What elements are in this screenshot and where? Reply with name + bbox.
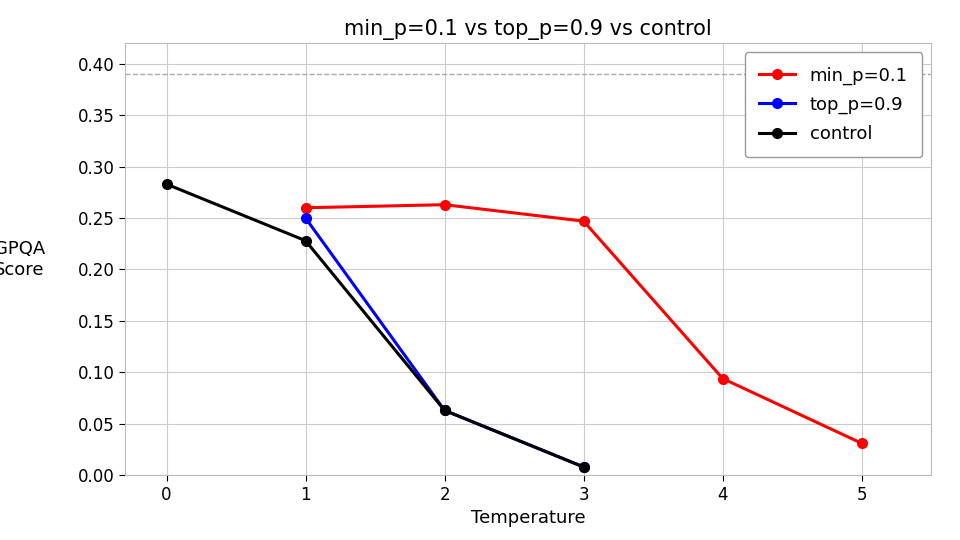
control [439, 407, 450, 414]
min_p=0.1 [300, 205, 311, 211]
min_p=0.1 [856, 440, 868, 447]
Y-axis label: GPQA
Score: GPQA Score [0, 240, 45, 279]
min_p=0.1 [439, 201, 450, 208]
min_p=0.1 [578, 218, 589, 225]
control [160, 181, 172, 187]
min_p=0.1 [717, 375, 729, 382]
control [578, 464, 589, 470]
Line: top_p=0.9: top_p=0.9 [300, 213, 588, 472]
Legend: min_p=0.1, top_p=0.9, control: min_p=0.1, top_p=0.9, control [745, 52, 923, 157]
control [300, 238, 311, 244]
top_p=0.9 [578, 464, 589, 470]
top_p=0.9 [439, 407, 450, 414]
Title: min_p=0.1 vs top_p=0.9 vs control: min_p=0.1 vs top_p=0.9 vs control [344, 19, 712, 40]
Line: control: control [161, 179, 588, 472]
Line: min_p=0.1: min_p=0.1 [300, 200, 867, 448]
top_p=0.9 [300, 215, 311, 221]
X-axis label: Temperature: Temperature [470, 509, 586, 527]
